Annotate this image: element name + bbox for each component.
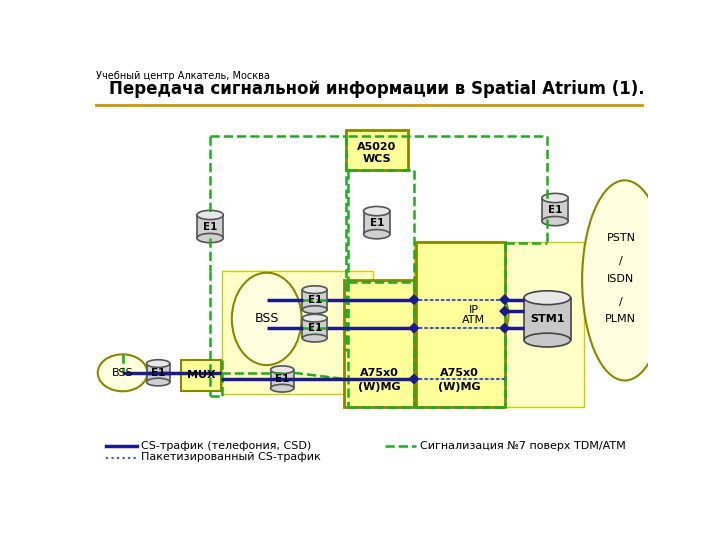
Ellipse shape (147, 360, 170, 367)
Text: A5020: A5020 (357, 142, 397, 152)
Polygon shape (500, 295, 509, 304)
Text: E1: E1 (203, 221, 217, 232)
Text: PLMN: PLMN (606, 314, 636, 324)
Text: E1: E1 (548, 205, 562, 214)
Ellipse shape (302, 334, 327, 342)
Text: E1: E1 (307, 323, 322, 333)
Text: Сигнализация №7 поверх TDM/ATM: Сигнализация №7 поверх TDM/ATM (420, 441, 626, 451)
Ellipse shape (147, 378, 170, 386)
FancyBboxPatch shape (415, 242, 505, 408)
Ellipse shape (197, 233, 223, 242)
Polygon shape (409, 374, 418, 383)
Ellipse shape (524, 333, 570, 347)
Polygon shape (147, 363, 170, 382)
Ellipse shape (524, 291, 570, 305)
Polygon shape (302, 318, 327, 338)
Polygon shape (500, 323, 509, 333)
FancyBboxPatch shape (181, 360, 221, 390)
Polygon shape (500, 307, 509, 316)
Text: E1: E1 (369, 218, 384, 228)
Text: Передача сигнальной информации в Spatial Atrium (1).: Передача сигнальной информации в Spatial… (109, 80, 644, 98)
Polygon shape (524, 298, 570, 340)
Ellipse shape (197, 210, 223, 220)
Text: E1: E1 (151, 368, 166, 378)
Ellipse shape (364, 230, 390, 239)
FancyBboxPatch shape (344, 280, 414, 408)
Ellipse shape (271, 366, 294, 374)
Polygon shape (302, 289, 327, 309)
Ellipse shape (542, 217, 568, 226)
Ellipse shape (302, 314, 327, 322)
Text: /: / (619, 256, 623, 266)
Text: (W)MG: (W)MG (358, 382, 400, 392)
Polygon shape (271, 370, 294, 388)
Polygon shape (542, 198, 568, 221)
Text: CS-трафик (телефония, CSD): CS-трафик (телефония, CSD) (141, 441, 311, 451)
Ellipse shape (302, 286, 327, 293)
Ellipse shape (98, 354, 148, 392)
Polygon shape (197, 215, 223, 238)
Ellipse shape (438, 280, 508, 350)
Text: MUX: MUX (186, 370, 215, 380)
Text: BSS: BSS (254, 313, 279, 326)
FancyBboxPatch shape (414, 242, 585, 408)
Text: A75x0: A75x0 (360, 368, 398, 378)
Polygon shape (409, 323, 418, 333)
Text: STM1: STM1 (530, 314, 564, 324)
Ellipse shape (364, 206, 390, 215)
Text: Учебный центр Алкатель, Москва: Учебный центр Алкатель, Москва (96, 71, 270, 81)
Text: A75x0: A75x0 (441, 368, 479, 378)
Text: PSTN: PSTN (606, 233, 635, 243)
Text: E1: E1 (307, 295, 322, 305)
Text: ISDN: ISDN (607, 274, 634, 284)
Ellipse shape (542, 193, 568, 202)
Ellipse shape (582, 180, 667, 381)
Text: WCS: WCS (362, 154, 391, 164)
Text: Пакетизированный CS-трафик: Пакетизированный CS-трафик (141, 453, 321, 462)
FancyBboxPatch shape (222, 271, 373, 394)
Text: IP: IP (469, 305, 479, 315)
Text: E1: E1 (275, 374, 289, 384)
Ellipse shape (232, 273, 302, 365)
Ellipse shape (302, 306, 327, 314)
Text: ATM: ATM (462, 315, 485, 326)
Text: BSS: BSS (112, 368, 133, 378)
Polygon shape (364, 211, 390, 234)
FancyBboxPatch shape (346, 130, 408, 170)
Polygon shape (409, 295, 418, 304)
Text: /: / (619, 297, 623, 307)
Ellipse shape (271, 384, 294, 392)
Text: (W)MG: (W)MG (438, 382, 481, 392)
